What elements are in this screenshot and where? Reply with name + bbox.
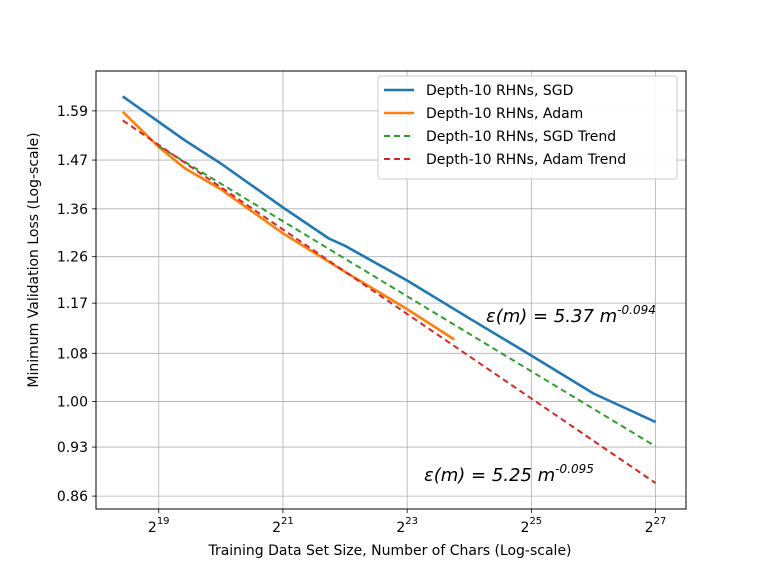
y-tick-label: 1.47: [57, 153, 88, 169]
x-tick-base: 2: [148, 520, 157, 536]
legend: Depth-10 RHNs, SGD Depth-10 RHNs, Adam Dep…: [377, 75, 678, 180]
x-tick-label: 219: [148, 516, 170, 536]
series-line-depth-10-rhns-sgd: [121, 95, 657, 424]
y-tick-label: 0.86: [57, 489, 88, 505]
y-tick-label: 1.59: [57, 104, 88, 120]
annotation-sgd-fit: ε(m) = 5.37 m-0.094: [486, 303, 656, 327]
legend-label: Depth-10 RHNs, Adam Trend: [426, 152, 626, 168]
annotation-exponent: -0.094: [617, 303, 656, 317]
x-tick-label: 223: [396, 516, 418, 536]
plot-area-frame: [95, 70, 687, 510]
y-tick-label: 0.93: [57, 440, 88, 456]
annotation-exponent: -0.095: [555, 462, 594, 476]
annotation-formula: ε(m) = 5.37 m: [486, 306, 617, 327]
x-tick-exponent: 19: [157, 516, 170, 527]
y-tick-label: 1.26: [57, 250, 88, 266]
x-tick-base: 2: [396, 520, 405, 536]
y-tick-label: 1.17: [57, 296, 88, 312]
x-tick-base: 2: [272, 520, 281, 536]
legend-label: Depth-10 RHNs, SGD: [426, 83, 573, 99]
x-tick-exponent: 25: [529, 516, 542, 527]
x-tick-exponent: 23: [405, 516, 418, 527]
y-tick-label: 1.36: [57, 202, 88, 218]
x-tick-label: 221: [272, 516, 294, 536]
series-line-depth-10-rhns-adam-trend: [122, 119, 657, 484]
legend-label: Depth-10 RHNs, SGD Trend: [426, 129, 616, 145]
legend-label: Depth-10 RHNs, Adam: [426, 106, 583, 122]
series-line-depth-10-rhns-adam: [121, 110, 456, 341]
series-line-depth-10-rhns-sgd-trend: [158, 145, 657, 448]
plot-series: [121, 95, 657, 484]
x-axis-label: Training Data Set Size, Number of Chars …: [207, 543, 571, 559]
y-tick-label: 1.00: [57, 395, 88, 411]
legend-box: [377, 75, 678, 180]
x-tick-label: 225: [521, 516, 543, 536]
fit-annotations: ε(m) = 5.37 m-0.094 ε(m) = 5.25 m-0.095: [424, 303, 656, 486]
x-tick-base: 2: [521, 520, 530, 536]
x-tick-base: 2: [645, 520, 654, 536]
annotation-adam-fit: ε(m) = 5.25 m-0.095: [424, 462, 594, 486]
x-tick-exponent: 27: [654, 516, 667, 527]
x-tick-label: 227: [645, 516, 667, 536]
y-tick-label: 1.08: [57, 346, 88, 362]
axis-ticks: 219 221 223 225 2271.591.471.361.261.171.081…: [57, 104, 667, 536]
y-axis-label: Minimum Validation Loss (Log-scale): [26, 132, 42, 387]
annotation-formula: ε(m) = 5.25 m: [424, 465, 555, 486]
x-tick-exponent: 21: [281, 516, 294, 527]
